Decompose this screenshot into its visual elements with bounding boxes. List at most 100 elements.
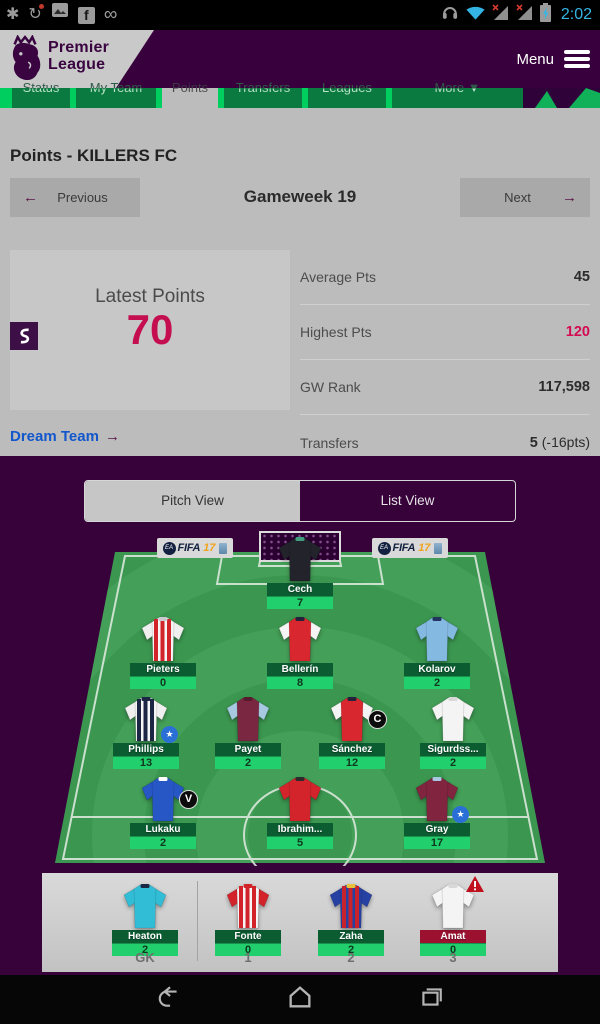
status-bar-left-icons: ✱ ↻ f ∞ — [6, 0, 117, 30]
player-card-fonte[interactable]: Fonte 0 — [203, 882, 293, 956]
bench-slot-label: GK — [135, 950, 155, 965]
player-points: 17 — [404, 836, 470, 849]
stat-label: Transfers — [300, 434, 359, 451]
player-card-phillips[interactable]: Phillips 13 ★ — [101, 695, 191, 769]
stat-row: Highest Pts 120 — [300, 305, 590, 360]
tab-more[interactable]: More ▼ — [392, 80, 523, 108]
player-name: Ibrahim... — [267, 823, 333, 836]
player-shirt — [431, 697, 475, 742]
stat-value: 120 — [565, 324, 590, 340]
player-card-amat[interactable]: Amat 0 — [408, 876, 498, 956]
player-points: 5 — [267, 836, 333, 849]
dream-team-link[interactable]: Dream Team → — [10, 428, 120, 445]
stat-row: GW Rank 117,598 — [300, 360, 590, 415]
ea-sports-tag-icon — [434, 542, 443, 554]
previous-gameweek-button[interactable]: ← Previous — [10, 178, 140, 217]
player-card-lukaku[interactable]: Lukaku 2 V — [118, 775, 208, 849]
tab-label: Status — [12, 75, 70, 101]
player-name: Cech — [267, 583, 333, 596]
player-name: Amat — [420, 930, 486, 943]
player-name: Heaton — [112, 930, 178, 943]
ea-logo-icon: EA — [162, 541, 176, 555]
infinity-icon: ∞ — [103, 4, 118, 25]
ea-logo-icon: EA — [377, 541, 391, 555]
latest-points-label: Latest Points — [95, 286, 205, 307]
menu-button[interactable]: Menu — [516, 30, 590, 88]
tab-status[interactable]: Status — [12, 80, 70, 108]
wifi-icon — [465, 4, 486, 27]
player-name: Sigurdss... — [420, 743, 486, 756]
battery-charging-icon — [539, 2, 552, 28]
stat-value: 45 — [573, 269, 590, 285]
fifa17-ad-banner: EA FIFA 17 — [372, 538, 448, 558]
brightness-icon: ✱ — [6, 6, 20, 23]
pl-lion-icon — [12, 35, 41, 81]
player-shirt — [329, 884, 373, 929]
tab-my-team[interactable]: My Team — [76, 80, 156, 108]
player-card-pieters[interactable]: Pieters 0 — [118, 615, 208, 689]
bench-slot-label: 3 — [449, 950, 457, 965]
tab-label: Transfers — [224, 75, 302, 101]
hamburger-icon — [564, 50, 590, 68]
player-card-zaha[interactable]: Zaha 2 — [306, 882, 396, 956]
pitch-view-tab[interactable]: Pitch View — [85, 481, 300, 521]
player-card-cech[interactable]: Cech 7 — [255, 535, 345, 609]
tab-bar-pattern — [523, 88, 600, 108]
player-name: Pieters — [130, 663, 196, 676]
arrow-right-icon: → — [104, 428, 120, 445]
next-gameweek-button[interactable]: Next → — [460, 178, 590, 217]
dream-team-star-icon: ★ — [161, 726, 178, 743]
player-shirt — [431, 884, 475, 929]
player-name: Lukaku — [130, 823, 196, 836]
player-card-kolarov[interactable]: Kolarov 2 — [392, 615, 482, 689]
player-points: 0 — [215, 943, 281, 956]
recents-icon[interactable] — [416, 984, 446, 1015]
tab-bar: Status My Team Points Transfers Leagues More … — [0, 80, 600, 108]
captain-badge: C — [368, 710, 387, 729]
player-name: Kolarov — [404, 663, 470, 676]
tab-label: More ▼ — [392, 75, 523, 101]
stat-value: 117,598 — [538, 379, 590, 395]
player-shirt — [226, 697, 270, 742]
latest-points-panel: Latest Points 70 — [10, 250, 290, 410]
tab-leagues[interactable]: Leagues — [308, 80, 386, 108]
player-card-payet[interactable]: Payet 2 — [203, 695, 293, 769]
player-shirt — [226, 884, 270, 929]
player-shirt — [278, 537, 322, 582]
player-points: 2 — [130, 836, 196, 849]
signal-x-icon — [491, 3, 510, 27]
stat-label: Highest Pts — [300, 324, 372, 340]
sync-error-dot — [38, 4, 44, 9]
player-card-heaton[interactable]: Heaton 2 — [100, 882, 190, 956]
player-name: Sánchez — [319, 743, 385, 756]
bench-divider — [197, 881, 198, 961]
player-points: 2 — [420, 756, 486, 769]
bench-slot-label: 1 — [244, 950, 252, 965]
fifa17-ad-banner: EA FIFA 17 — [157, 538, 233, 558]
player-card-ibrahim[interactable]: Ibrahim... 5 — [255, 775, 345, 849]
player-shirt — [415, 777, 459, 822]
back-icon[interactable] — [154, 984, 184, 1015]
home-icon[interactable] — [284, 983, 316, 1016]
player-card-snchez[interactable]: Sánchez 12 C — [307, 695, 397, 769]
player-name: Bellerín — [267, 663, 333, 676]
player-card-gray[interactable]: Gray 17 ★ — [392, 775, 482, 849]
player-points: 2 — [215, 756, 281, 769]
tab-points[interactable]: Points — [162, 80, 218, 108]
latest-points-value: 70 — [126, 306, 174, 353]
tab-transfers[interactable]: Transfers — [224, 80, 302, 108]
view-toggle: Pitch View List View — [84, 480, 516, 522]
pl-wordmark: Premier League — [48, 39, 109, 73]
gameweek-title: Gameweek 19 — [243, 187, 357, 206]
page-title: Points - KILLERS FC — [10, 146, 178, 165]
player-points: 2 — [318, 943, 384, 956]
bench-slot-label: 2 — [347, 950, 355, 965]
android-status-bar: ✱ ↻ f ∞ 2:02 — [0, 0, 600, 30]
player-shirt — [141, 617, 185, 662]
list-view-tab[interactable]: List View — [380, 493, 435, 508]
stat-label: GW Rank — [300, 379, 361, 395]
player-card-sigurdss[interactable]: Sigurdss... 2 — [408, 695, 498, 769]
player-card-bellern[interactable]: Bellerín 8 — [255, 615, 345, 689]
stats-list: Average Pts 45 Highest Pts 120 GW Rank 117,59… — [300, 250, 590, 470]
player-shirt — [123, 884, 167, 929]
